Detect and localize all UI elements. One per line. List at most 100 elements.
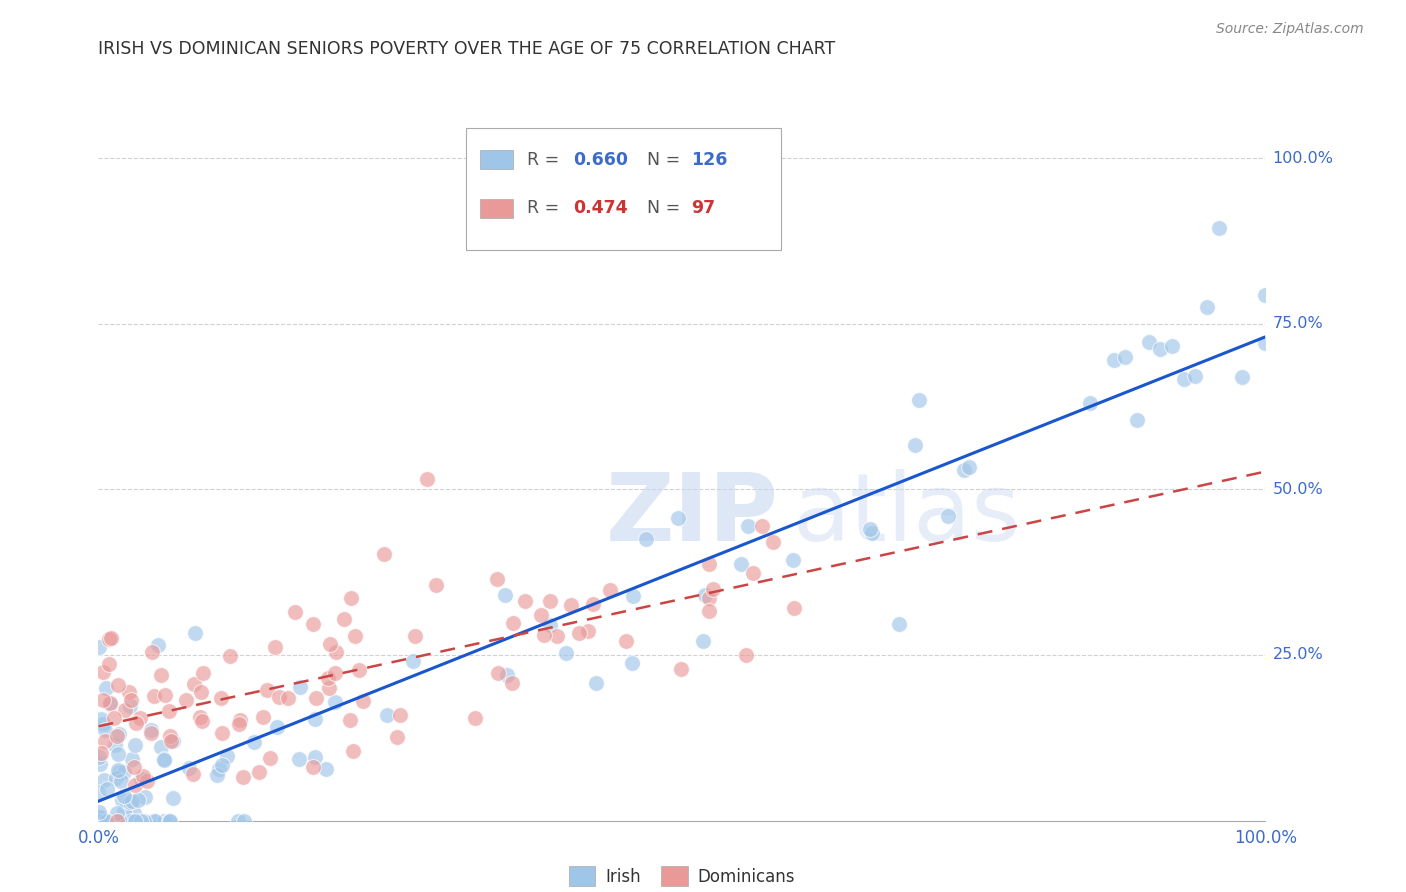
Point [191, 665, 214, 680]
Point [87, 814, 110, 828]
Point [533, 628, 555, 642]
Point [121, 794, 143, 808]
Point [352, 694, 374, 708]
Point [96, 782, 118, 797]
Point [373, 548, 395, 562]
Point [621, 589, 644, 603]
Point [1195, 300, 1218, 314]
Point [228, 716, 250, 731]
Point [87, 814, 110, 828]
Point [91, 693, 114, 707]
Point [150, 668, 173, 682]
Text: IRISH VS DOMINICAN SENIORS POVERTY OVER THE AGE OF 75 CORRELATION CHART: IRISH VS DOMINICAN SENIORS POVERTY OVER … [98, 40, 835, 58]
Point [190, 685, 212, 699]
Point [1184, 368, 1206, 383]
Point [177, 760, 200, 774]
Point [93, 814, 115, 828]
Point [304, 712, 326, 726]
Point [89, 814, 111, 828]
Text: 97: 97 [692, 200, 716, 218]
Point [91, 717, 114, 731]
Point [233, 814, 256, 828]
Point [276, 690, 298, 705]
Point [636, 532, 658, 546]
Point [87, 814, 110, 828]
Point [290, 681, 312, 695]
Point [860, 525, 883, 540]
Point [183, 677, 205, 691]
Point [546, 629, 568, 643]
Point [1161, 339, 1184, 353]
Point [389, 707, 412, 722]
Point [578, 624, 600, 639]
Point [111, 793, 134, 807]
Point [94, 734, 117, 748]
Point [1208, 220, 1230, 235]
Point [108, 727, 131, 741]
Point [269, 690, 291, 705]
Point [211, 758, 233, 772]
Point [153, 688, 176, 702]
Point [174, 693, 197, 707]
Point [142, 690, 165, 704]
Point [105, 771, 128, 785]
Point [425, 577, 447, 591]
Point [134, 790, 156, 805]
Point [692, 634, 714, 648]
Text: 100.0%: 100.0% [1272, 151, 1333, 166]
Point [93, 723, 115, 737]
Point [159, 730, 181, 744]
Point [87, 785, 110, 799]
Point [697, 557, 720, 571]
Point [693, 589, 716, 603]
Point [1149, 343, 1171, 357]
Point [91, 665, 114, 679]
Point [100, 814, 122, 828]
Point [184, 626, 207, 640]
Point [129, 772, 152, 786]
Point [103, 711, 125, 725]
Point [159, 814, 181, 828]
Point [402, 654, 425, 668]
Point [124, 778, 146, 792]
Point [599, 582, 621, 597]
Point [107, 677, 129, 691]
Point [122, 805, 145, 820]
Point [301, 760, 323, 774]
Point [342, 744, 364, 758]
Point [121, 752, 143, 766]
Point [264, 640, 287, 655]
Point [132, 769, 155, 783]
Point [620, 656, 643, 670]
Point [288, 752, 311, 766]
Point [150, 739, 173, 754]
Point [782, 553, 804, 567]
FancyBboxPatch shape [479, 199, 513, 219]
Point [1230, 370, 1253, 384]
Point [735, 648, 758, 663]
Point [87, 749, 110, 764]
Point [108, 814, 131, 828]
Text: 75.0%: 75.0% [1272, 316, 1323, 331]
Point [671, 662, 693, 676]
Point [105, 729, 128, 743]
Point [501, 675, 523, 690]
Point [112, 789, 135, 803]
Point [112, 804, 135, 818]
Point [157, 814, 180, 828]
Point [108, 814, 131, 828]
Point [153, 814, 176, 828]
Point [340, 591, 363, 605]
Point [737, 518, 759, 533]
Point [181, 767, 204, 781]
Point [87, 640, 110, 655]
Point [108, 764, 131, 779]
Point [259, 751, 281, 765]
Point [783, 601, 806, 615]
Text: N =: N = [647, 151, 681, 169]
Point [496, 667, 519, 681]
Point [87, 814, 110, 828]
Point [560, 599, 582, 613]
Point [94, 681, 117, 695]
Point [96, 814, 118, 828]
